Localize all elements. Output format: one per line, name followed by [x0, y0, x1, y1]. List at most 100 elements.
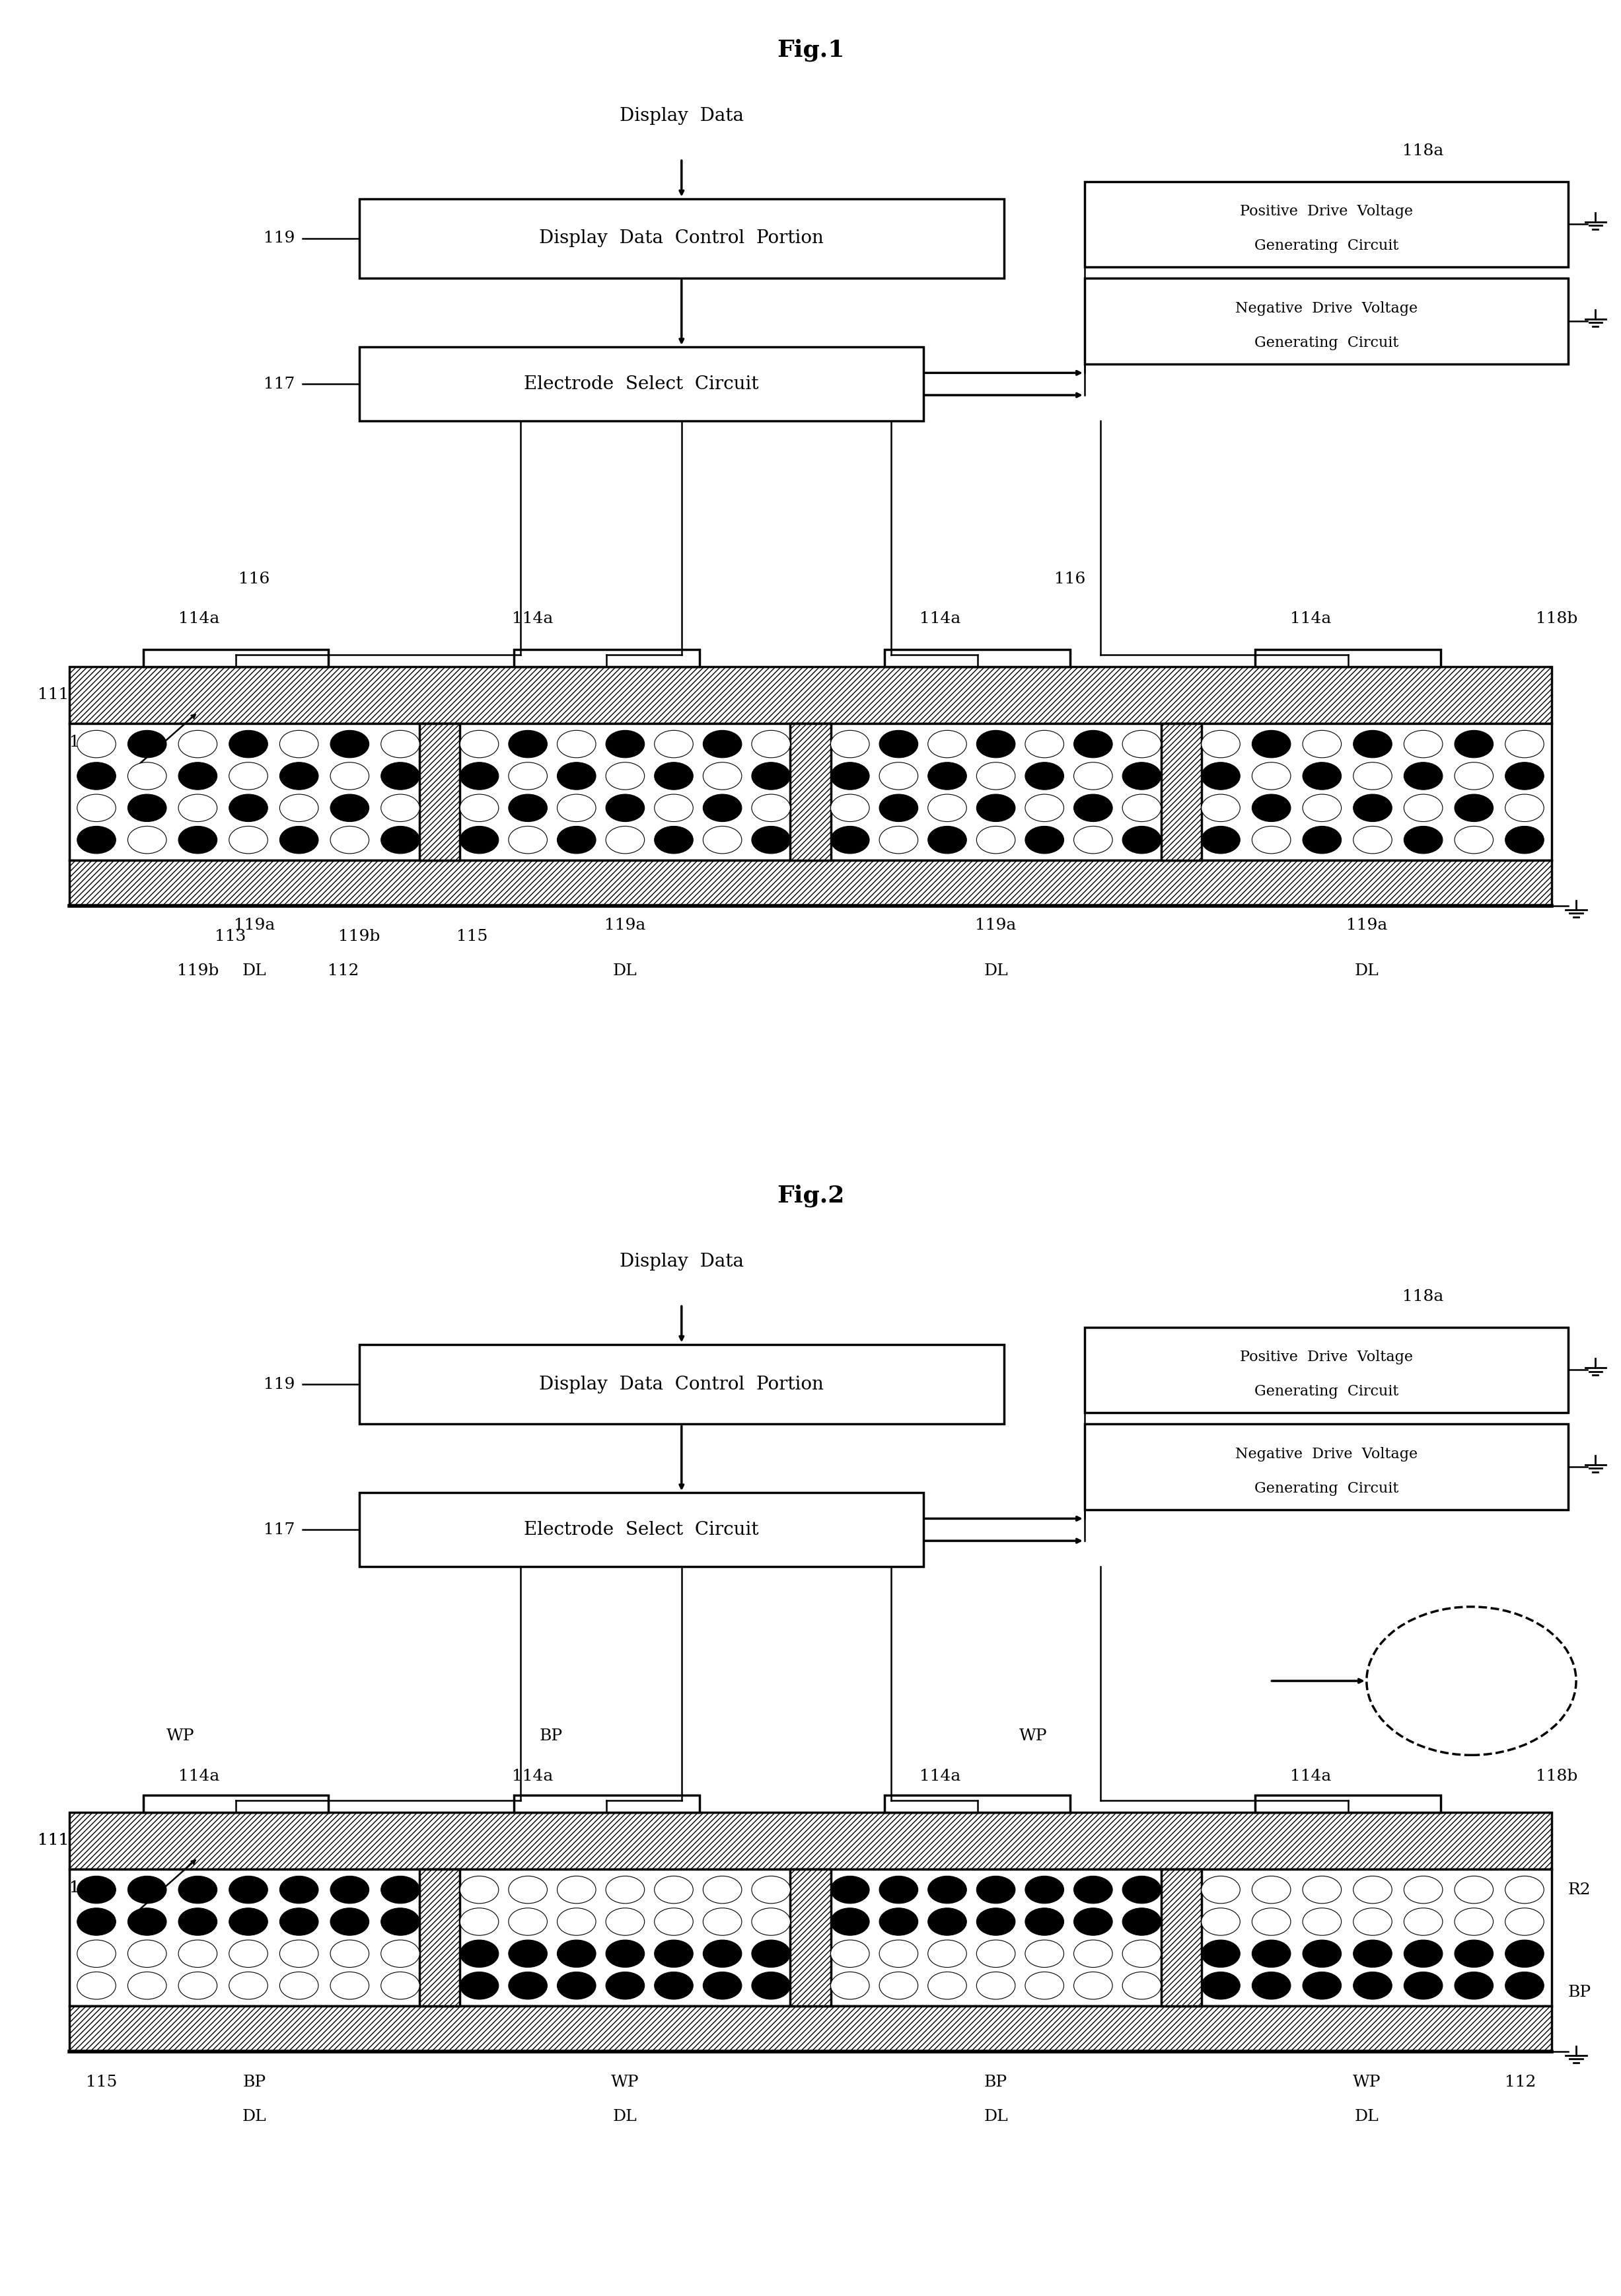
FancyBboxPatch shape	[1084, 1424, 1568, 1511]
Circle shape	[1024, 794, 1063, 822]
Circle shape	[704, 1876, 742, 1903]
Text: Display  Data: Display Data	[619, 108, 744, 124]
Text: 119a: 119a	[976, 918, 1016, 932]
Circle shape	[178, 1908, 217, 1936]
Circle shape	[1506, 1876, 1543, 1903]
Circle shape	[606, 1940, 645, 1968]
Circle shape	[1404, 1876, 1443, 1903]
Circle shape	[331, 762, 370, 790]
FancyBboxPatch shape	[1084, 1327, 1568, 1412]
Circle shape	[976, 1940, 1015, 1968]
Circle shape	[1303, 1876, 1341, 1903]
Circle shape	[280, 827, 318, 854]
Circle shape	[558, 794, 597, 822]
Text: 111: 111	[37, 687, 70, 703]
Bar	[514, 1795, 699, 1812]
Circle shape	[381, 762, 420, 790]
Circle shape	[331, 1908, 370, 1936]
Circle shape	[509, 1972, 548, 2000]
Circle shape	[460, 762, 499, 790]
Text: 111: 111	[37, 1832, 70, 1848]
Circle shape	[1201, 730, 1240, 758]
Circle shape	[1303, 827, 1341, 854]
Circle shape	[509, 827, 548, 854]
Circle shape	[381, 827, 420, 854]
Text: DL: DL	[613, 2108, 637, 2124]
Circle shape	[331, 1972, 370, 2000]
Circle shape	[460, 827, 499, 854]
Circle shape	[229, 730, 267, 758]
Text: Display  Data  Control  Portion: Display Data Control Portion	[540, 1375, 823, 1394]
Text: DL: DL	[984, 2108, 1008, 2124]
Circle shape	[1506, 1940, 1543, 1968]
Circle shape	[879, 827, 917, 854]
Circle shape	[752, 730, 791, 758]
Circle shape	[1073, 1876, 1112, 1903]
Circle shape	[606, 827, 645, 854]
Circle shape	[1024, 827, 1063, 854]
Text: 114a: 114a	[512, 1768, 553, 1784]
Circle shape	[460, 1972, 499, 2000]
Text: DL: DL	[613, 962, 637, 978]
Circle shape	[1073, 1908, 1112, 1936]
Text: WP: WP	[611, 2076, 639, 2089]
Circle shape	[927, 827, 966, 854]
Bar	[514, 650, 699, 666]
Text: Generating  Circuit: Generating Circuit	[1255, 1481, 1399, 1495]
Circle shape	[78, 1908, 115, 1936]
Text: DL: DL	[1355, 2108, 1379, 2124]
Circle shape	[558, 827, 597, 854]
Bar	[791, 723, 830, 861]
Text: DL: DL	[242, 962, 266, 978]
Circle shape	[1251, 1940, 1290, 1968]
Text: DL: DL	[984, 962, 1008, 978]
FancyBboxPatch shape	[1084, 181, 1568, 266]
Circle shape	[280, 1876, 318, 1903]
Circle shape	[752, 1876, 791, 1903]
Circle shape	[976, 1972, 1015, 2000]
Text: 119b: 119b	[177, 962, 219, 978]
Circle shape	[1506, 762, 1543, 790]
Circle shape	[558, 762, 597, 790]
Bar	[70, 2007, 1551, 2053]
Circle shape	[331, 827, 370, 854]
Circle shape	[1024, 1940, 1063, 1968]
Circle shape	[830, 1940, 869, 1968]
Circle shape	[280, 1940, 318, 1968]
Bar	[70, 1812, 1551, 1869]
Circle shape	[1454, 794, 1493, 822]
Circle shape	[331, 1876, 370, 1903]
Circle shape	[879, 1972, 917, 2000]
Circle shape	[78, 1940, 115, 1968]
Text: N: N	[1504, 1701, 1519, 1717]
Circle shape	[927, 762, 966, 790]
Circle shape	[509, 1908, 548, 1936]
Circle shape	[128, 762, 167, 790]
Circle shape	[229, 794, 267, 822]
Circle shape	[229, 1908, 267, 1936]
Circle shape	[1303, 1940, 1341, 1968]
Circle shape	[558, 1972, 597, 2000]
Text: 117: 117	[264, 1522, 295, 1538]
Text: 118b: 118b	[1535, 611, 1577, 627]
Circle shape	[229, 1876, 267, 1903]
Circle shape	[1073, 794, 1112, 822]
Text: Generating  Circuit: Generating Circuit	[1255, 239, 1399, 253]
FancyBboxPatch shape	[1084, 278, 1568, 365]
Circle shape	[1251, 762, 1290, 790]
Circle shape	[1404, 1972, 1443, 2000]
Circle shape	[927, 794, 966, 822]
Circle shape	[1073, 1972, 1112, 2000]
Circle shape	[1201, 1972, 1240, 2000]
Circle shape	[1454, 827, 1493, 854]
Circle shape	[704, 1972, 742, 2000]
Circle shape	[1251, 827, 1290, 854]
Text: 119: 119	[264, 232, 295, 246]
Circle shape	[381, 794, 420, 822]
Circle shape	[558, 1876, 597, 1903]
Circle shape	[606, 1972, 645, 2000]
Circle shape	[229, 827, 267, 854]
Circle shape	[752, 1972, 791, 2000]
Circle shape	[178, 730, 217, 758]
Circle shape	[509, 1876, 548, 1903]
